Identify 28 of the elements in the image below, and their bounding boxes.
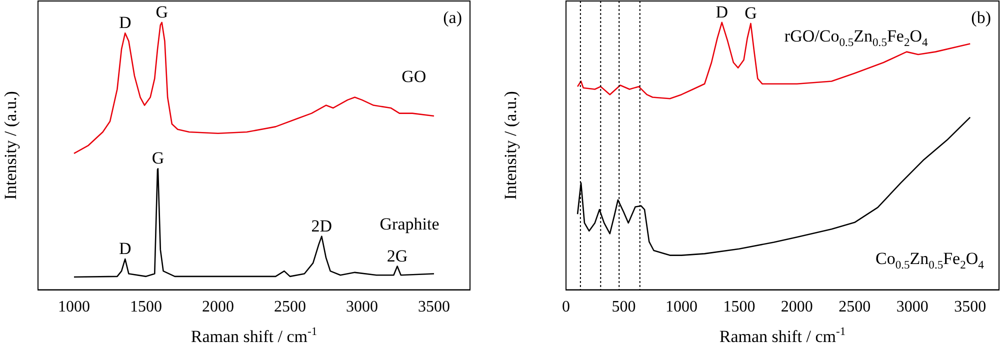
annotation: D (716, 2, 728, 22)
y-axis-title: Intensity / (a.u.) (1, 91, 20, 200)
x-tick-label: 3500 (954, 298, 986, 316)
x-tick-label: 3500 (418, 298, 450, 316)
x-tick-label: 1000 (665, 298, 698, 316)
annotation: (b) (971, 8, 992, 27)
text: Graphite (380, 214, 440, 234)
annotation: 2G (386, 246, 408, 266)
x-tick-label: 1500 (723, 298, 756, 316)
x-tick-label: 2500 (838, 298, 871, 316)
annotation: (a) (443, 8, 462, 27)
x-tick-label: 1500 (130, 298, 162, 316)
annotation: G (156, 2, 168, 22)
x-tick-label: 3000 (346, 298, 378, 316)
y-axis-title: Intensity / (a.u.) (501, 91, 520, 200)
x-tick-label: 2500 (274, 298, 306, 316)
annotation: G (744, 3, 757, 22)
x-tick-label: 2000 (202, 298, 234, 316)
x-tick-label: 0 (562, 298, 570, 316)
annotation: G (152, 148, 164, 168)
annotation: 2D (311, 216, 332, 236)
x-tick-label: 2000 (780, 298, 813, 316)
x-tick-label: 500 (612, 298, 636, 316)
annotation: D (118, 239, 132, 258)
series-label: GO (402, 67, 426, 86)
annotation: D (118, 13, 132, 32)
x-tick-label: 1000 (58, 298, 90, 316)
x-tick-label: 3000 (896, 298, 928, 316)
